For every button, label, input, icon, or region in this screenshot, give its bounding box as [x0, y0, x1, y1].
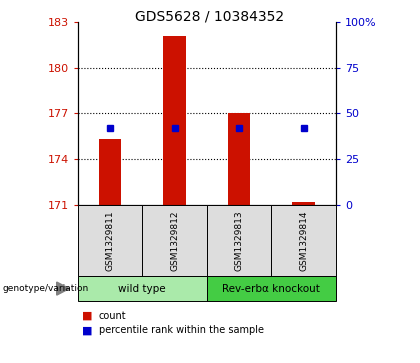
Bar: [292, 202, 315, 205]
Text: genotype/variation: genotype/variation: [2, 284, 88, 293]
Text: percentile rank within the sample: percentile rank within the sample: [99, 325, 264, 335]
Bar: [228, 113, 250, 205]
Text: ■: ■: [82, 325, 92, 335]
Text: ■: ■: [82, 311, 92, 321]
Text: wild type: wild type: [118, 284, 166, 294]
Text: GSM1329811: GSM1329811: [105, 210, 115, 271]
Bar: [163, 36, 186, 205]
Text: GSM1329813: GSM1329813: [235, 210, 244, 271]
Text: GSM1329814: GSM1329814: [299, 210, 308, 271]
Text: Rev-erbα knockout: Rev-erbα knockout: [223, 284, 320, 294]
Text: count: count: [99, 311, 126, 321]
Text: GSM1329812: GSM1329812: [170, 210, 179, 271]
Bar: [99, 139, 121, 205]
Text: GDS5628 / 10384352: GDS5628 / 10384352: [135, 9, 285, 23]
